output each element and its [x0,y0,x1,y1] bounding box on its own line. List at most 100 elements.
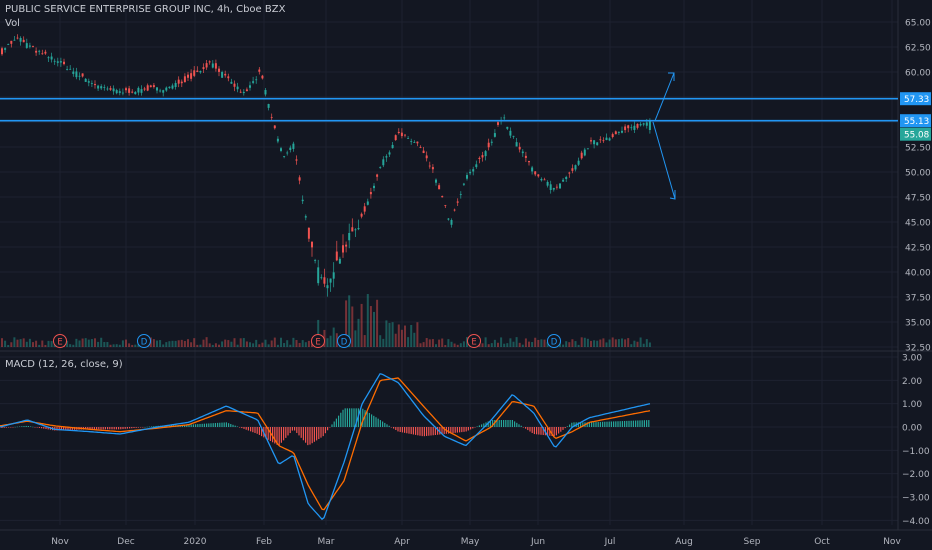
candle-body [81,73,84,77]
volume-bar [574,341,577,347]
macd-histogram-bar [329,427,331,428]
macd-histogram-bar [560,427,562,432]
price-tag-label: 57.33 [904,95,929,105]
candle-body [586,148,589,150]
volume-bar [35,340,38,347]
volume-bar [264,339,267,347]
time-tick-label: Aug [675,537,693,547]
candle-body [555,186,558,188]
candle-body [69,68,72,70]
macd-histogram-bar [285,427,287,438]
volume-bar [326,338,329,347]
macd-histogram-bar [45,427,47,430]
candle-body [410,141,413,142]
macd-histogram-bar [465,427,467,432]
macd-histogram-bar [63,427,65,431]
candle-body [63,61,65,65]
macd-histogram-bar [155,425,157,427]
macd-histogram-bar [87,427,89,430]
macd-histogram-bar [599,421,601,427]
macd-histogram-bar [131,427,133,429]
macd-histogram-bar [113,427,115,430]
candle-body [118,91,121,93]
macd-histogram-bar [428,427,430,436]
macd-histogram-bar [461,427,463,433]
macd-histogram-bar [419,427,421,436]
candle-body [602,140,605,142]
volume-bar [633,340,636,347]
candle-body [351,227,354,232]
candle-body [419,147,422,148]
candle-body [478,157,481,159]
macd-histogram-bar [564,427,566,429]
candle-body [633,125,636,130]
volume-bar [543,339,546,347]
candle-body [534,171,537,175]
macd-histogram-bar [41,427,43,429]
macd-histogram-bar [307,427,309,446]
candle-body [72,71,75,74]
macd-histogram-bar [91,427,93,430]
macd-histogram-bar [379,420,381,427]
candle-body [521,151,524,154]
candle-body [543,179,546,181]
macd-histogram-bar [441,427,443,435]
macd-histogram-bar [186,424,188,427]
macd-histogram-bar [558,427,560,434]
candle-body [568,172,571,174]
price-tag-box [900,92,931,106]
volume-bar [255,339,258,347]
time-tick-label: Mar [318,537,335,547]
candle-body [621,130,623,133]
macd-histogram-bar [3,427,5,428]
candle-body [183,76,186,83]
macd-histogram-bar [551,427,553,436]
time-tick-label: Nov [883,537,901,547]
candle-body [531,167,534,172]
volume-bar [599,339,602,347]
macd-histogram-bar [140,427,142,428]
candle-body [227,76,230,79]
candle-body [298,177,301,181]
candle-body [128,88,131,93]
macd-histogram-bar [56,427,58,431]
volume-bar [183,340,186,347]
volume-bar [586,338,589,347]
candle-body [354,229,357,231]
price-tag-box [900,127,931,141]
macd-histogram-bar [586,422,588,427]
candle-body [75,71,78,78]
earnings-marker-circle [53,334,67,348]
projection-arrows[interactable] [652,72,676,200]
volume-bar [577,344,580,347]
volume-bar [481,343,484,347]
macd-histogram-bar [283,427,285,441]
macd-histogram-bar [201,423,203,427]
volume-bar [156,340,158,347]
macd-histogram-bar [423,427,425,437]
macd-histogram-bar [118,427,120,430]
support-resistance-lines[interactable] [0,97,898,122]
candle-body [428,165,431,167]
candle-body [261,75,264,79]
macd-histogram-bar [1,427,3,428]
volume-bar [366,294,369,347]
volume-bar [261,342,264,347]
candle-body [109,88,112,90]
macd-histogram-bar [351,408,353,427]
volume-bar [441,338,444,347]
candle-body [382,159,385,166]
volume-bar [131,344,134,347]
macd-histogram-bar [239,427,241,428]
volume-bar [639,337,642,347]
macd-histogram-bar [236,426,238,427]
macd-histogram-bar [483,423,485,427]
macd-histogram-bar [190,424,192,427]
macd-histogram-bar [34,427,36,428]
macd-histogram-bar [648,420,650,427]
dividend-marker-circle [137,334,151,348]
volume-bar [624,339,627,347]
volume-bar [329,335,332,347]
